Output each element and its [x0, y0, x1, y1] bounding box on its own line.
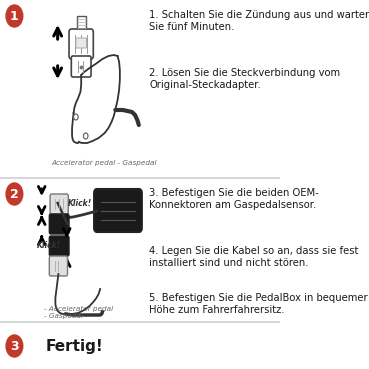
Circle shape — [83, 133, 88, 139]
FancyBboxPatch shape — [49, 256, 68, 276]
Text: 3. Befestigen Sie die beiden OEM-
Konnektoren am Gaspedalsensor.: 3. Befestigen Sie die beiden OEM- Konnek… — [149, 188, 319, 210]
Text: Fertig!: Fertig! — [45, 338, 103, 354]
Text: 2: 2 — [10, 187, 19, 200]
Circle shape — [6, 335, 23, 357]
Text: 3: 3 — [10, 339, 19, 352]
Text: Klick!: Klick! — [68, 199, 93, 207]
FancyBboxPatch shape — [49, 236, 69, 256]
FancyBboxPatch shape — [49, 214, 69, 234]
Circle shape — [6, 183, 23, 205]
FancyBboxPatch shape — [76, 38, 86, 48]
FancyBboxPatch shape — [77, 16, 86, 34]
Text: Klick!: Klick! — [37, 241, 61, 249]
FancyBboxPatch shape — [69, 29, 93, 59]
Circle shape — [73, 114, 78, 120]
Circle shape — [6, 5, 23, 27]
FancyBboxPatch shape — [50, 194, 68, 214]
FancyBboxPatch shape — [94, 189, 142, 232]
Text: 5. Befestigen Sie die PedalBox in bequemer
Höhe zum Fahrerfahrersitz.: 5. Befestigen Sie die PedalBox in bequem… — [149, 293, 368, 315]
Text: Accelerator pedal - Gaspedal: Accelerator pedal - Gaspedal — [52, 160, 157, 166]
Text: 1. Schalten Sie die Zündung aus und warten
Sie fünf Minuten.: 1. Schalten Sie die Zündung aus und wart… — [149, 10, 369, 32]
Text: 1: 1 — [10, 10, 19, 23]
Text: 4. Legen Sie die Kabel so an, dass sie fest
installiert sind und nicht stören.: 4. Legen Sie die Kabel so an, dass sie f… — [149, 246, 359, 268]
Text: - Accelerator pedal
- Gaspedal: - Accelerator pedal - Gaspedal — [44, 306, 113, 319]
FancyBboxPatch shape — [71, 56, 91, 77]
Text: 2. Lösen Sie die Steckverbindung vom
Original-Steckadapter.: 2. Lösen Sie die Steckverbindung vom Ori… — [149, 68, 341, 90]
